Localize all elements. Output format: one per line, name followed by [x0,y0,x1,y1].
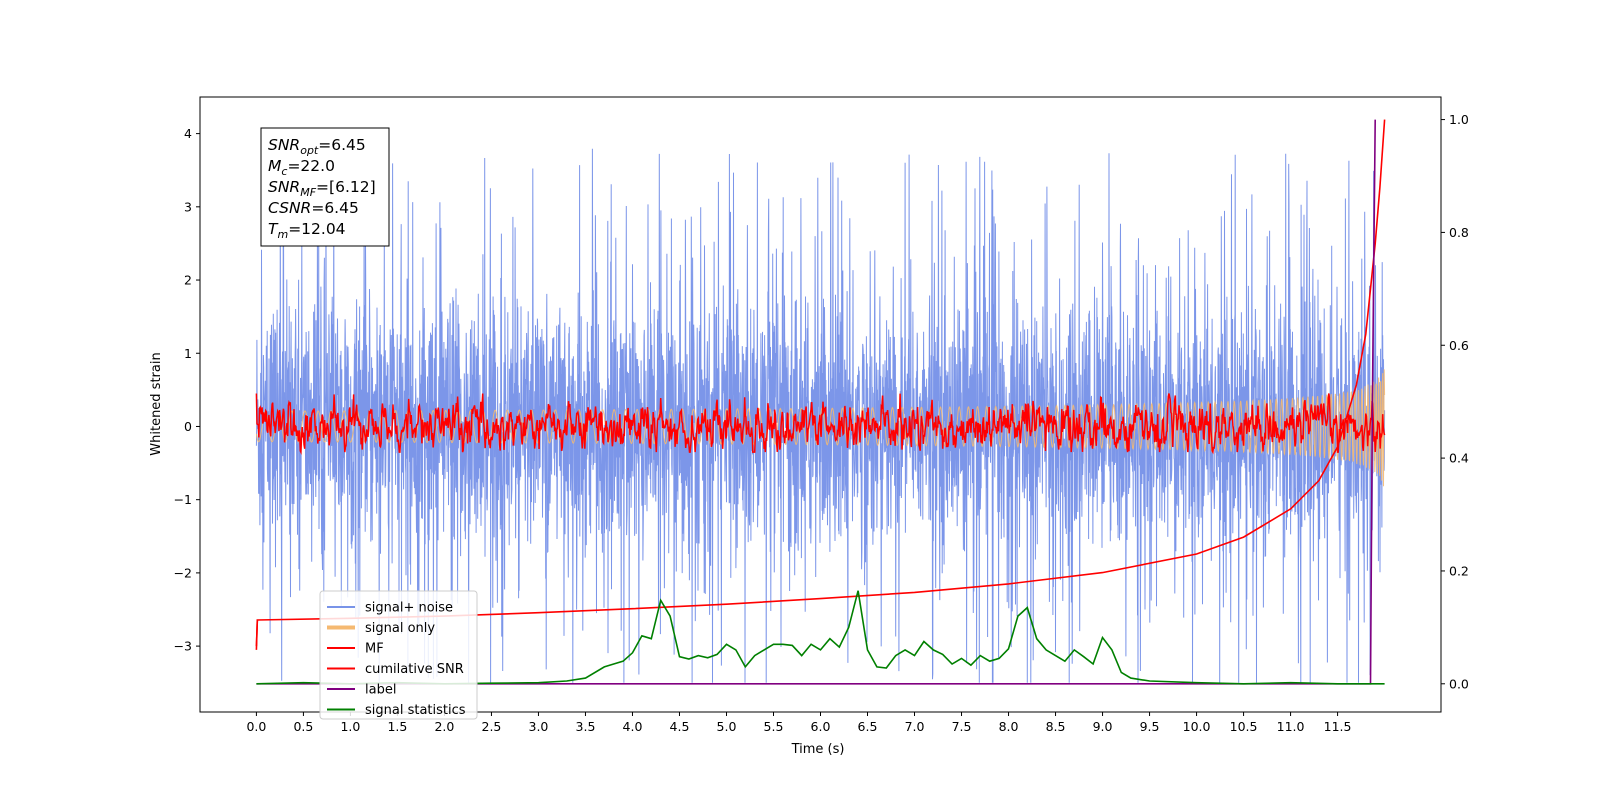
x-tick-label: 2.0 [434,719,454,734]
y-left-tick-label: 2 [184,273,192,288]
x-axis-label: Time (s) [791,742,845,757]
legend-mf-label: MF [365,642,384,657]
y-left-tick-label: −3 [174,639,192,654]
annotation-line: Mc=22.0 [268,157,335,178]
y-right-tick-label: 0.2 [1449,563,1469,578]
annotation-line: SNRopt=6.45 [268,136,366,157]
annotation-line: SNRMF=[6.12] [268,178,376,199]
y-left-tick-label: −2 [174,565,192,580]
y-left-tick-label: 1 [184,346,192,361]
annotation-line: CSNR=6.45 [268,199,359,217]
legend-signal-noise-label: signal+ noise [365,601,453,616]
annotation-line: Tm=12.04 [268,220,346,241]
x-tick-label: 0.5 [293,719,313,734]
x-tick-label: 5.0 [717,719,737,734]
x-tick-label: 4.5 [670,719,690,734]
x-tick-label: 11.0 [1277,719,1305,734]
x-axis-ticks: 0.0 0.5 1.0 1.5 2.0 2.5 3.0 3.5 4.0 4.5 5.0 5.5 6.0 6… [246,712,1352,734]
y-left-axis-ticks: 4 3 2 1 0 −1 −2 −3 [174,126,200,654]
x-tick-label: 1.0 [340,719,360,734]
series-mf [255,393,1386,456]
series-label [256,119,1376,685]
y-right-tick-label: 0.0 [1449,676,1469,691]
x-tick-label: 11.5 [1324,719,1352,734]
y-right-tick-label: 0.4 [1449,451,1469,466]
y-left-tick-label: 0 [184,419,192,434]
series-cumulative-snr-start [255,620,259,647]
y-left-tick-label: −1 [174,492,192,507]
x-tick-label: 5.5 [764,719,784,734]
x-tick-label: 2.5 [482,719,502,734]
x-tick-label: 3.5 [576,719,596,734]
x-tick-label: 0.0 [246,719,266,734]
legend-label-label: label [365,683,396,698]
y-left-axis-label: Whitened strain [149,352,164,455]
x-tick-label: 1.5 [387,719,407,734]
y-left-tick-label: 3 [184,199,192,214]
x-tick-label: 7.0 [905,719,925,734]
x-tick-label: 4.0 [623,719,643,734]
y-right-axis-ticks: 1.0 0.8 0.6 0.4 0.2 0.0 [1441,112,1469,691]
y-right-tick-label: 1.0 [1449,112,1469,127]
series-signal-statistics [256,590,1385,685]
legend-signal-statistics-label: signal statistics [365,703,466,718]
x-tick-label: 7.5 [952,719,972,734]
x-tick-label: 9.0 [1093,719,1113,734]
x-tick-label: 8.5 [1046,719,1066,734]
x-tick-label: 6.5 [858,719,878,734]
y-left-tick-label: 4 [184,126,192,141]
legend-cumulative-snr-label: cumilative SNR [365,662,464,677]
x-tick-label: 9.5 [1140,719,1160,734]
x-tick-label: 10.0 [1183,719,1211,734]
y-right-tick-label: 0.8 [1449,225,1469,240]
legend-signal-only-label: signal only [365,621,435,636]
y-right-tick-label: 0.6 [1449,338,1469,353]
legend: signal+ noise signal only MF cumilative SNR… [319,590,478,720]
x-tick-label: 6.0 [811,719,831,734]
x-tick-label: 10.5 [1230,719,1258,734]
x-tick-label: 8.0 [999,719,1019,734]
x-tick-label: 3.0 [529,719,549,734]
